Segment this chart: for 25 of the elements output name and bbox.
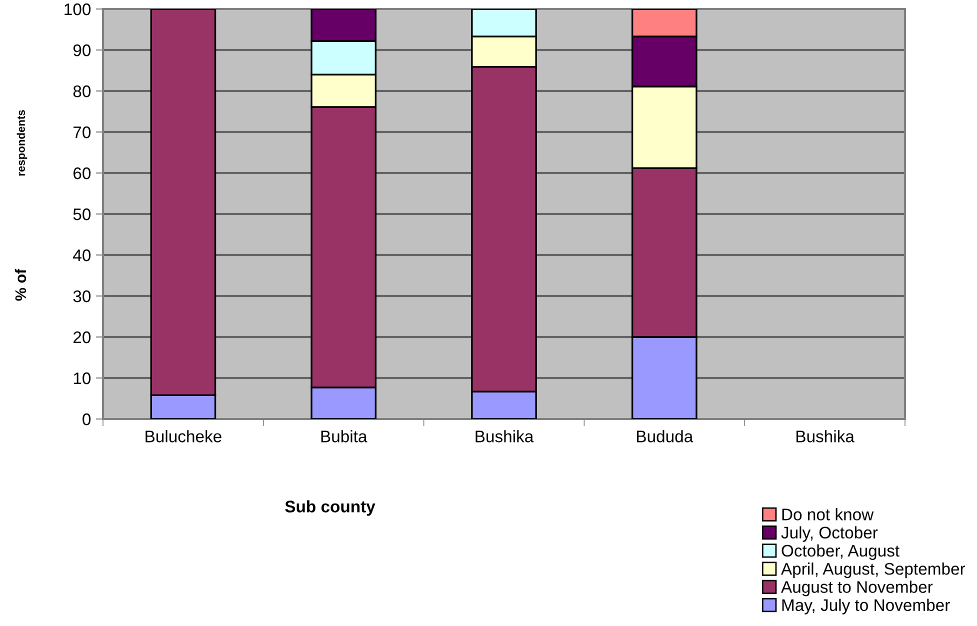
y-tick-label: 100 — [64, 3, 91, 16]
legend-label: May, July to November — [782, 598, 950, 614]
y-tick-label: 50 — [73, 208, 91, 220]
y-tick-label: 80 — [73, 85, 91, 98]
x-tick-label: Bulucheke — [146, 430, 222, 442]
y-tick-label: 10 — [74, 372, 91, 384]
x-tick-label: Bubita — [321, 430, 368, 442]
x-axis-title: Sub county — [285, 500, 376, 516]
legend-label: August to November — [781, 580, 933, 596]
y-tick-label: 90 — [73, 44, 91, 56]
x-tick-label: Bushika — [796, 430, 854, 442]
legend-label: April, August, September — [781, 562, 966, 578]
legend-label: July, October — [781, 526, 878, 542]
y-tick-label: 20 — [73, 331, 91, 344]
text: respondents — [16, 110, 28, 176]
y-tick-label: 40 — [73, 249, 91, 262]
legend-label: Do not know — [782, 508, 874, 520]
x-tick-label: Bushika — [476, 430, 534, 442]
y-tick-label: 0 — [82, 413, 91, 426]
y-tick-label: 30 — [73, 290, 91, 302]
x-tick-label: Bududa — [637, 430, 694, 442]
y-tick-label: 70 — [74, 126, 91, 138]
y-axis-title: % of — [14, 268, 26, 301]
y-tick-label: 60 — [74, 167, 91, 180]
legend-label: October, August — [782, 544, 900, 560]
